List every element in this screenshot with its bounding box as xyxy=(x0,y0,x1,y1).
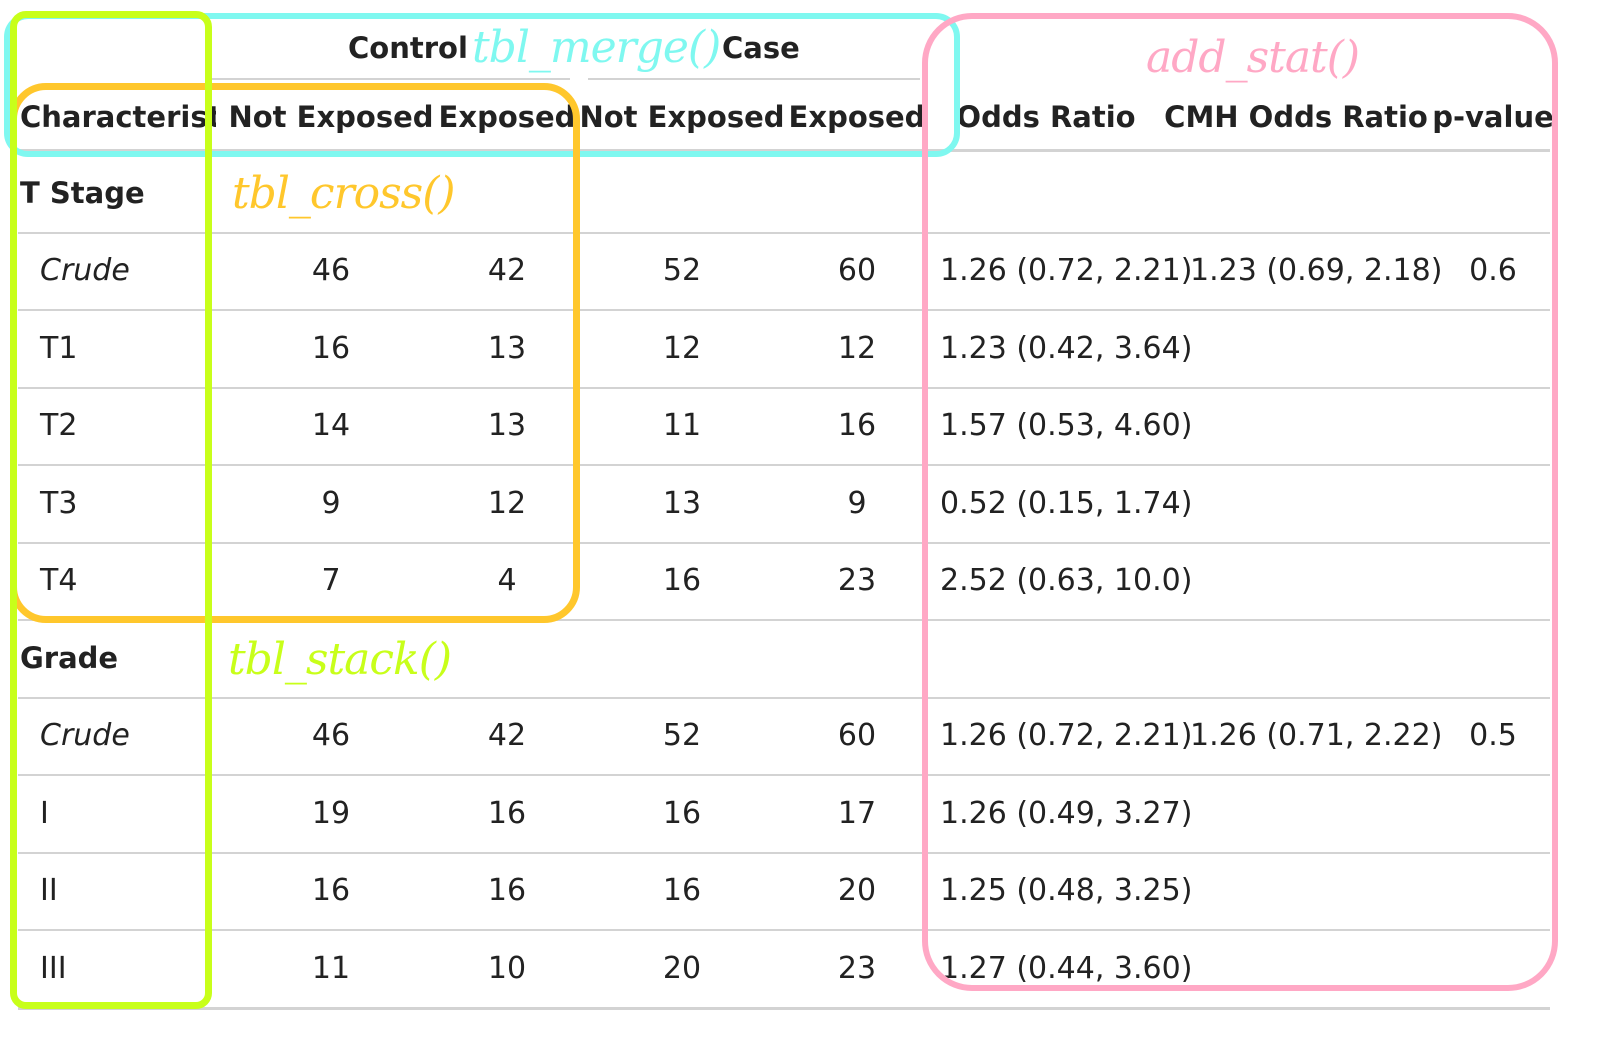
cell-case-exposed: 16 xyxy=(837,408,877,444)
tbl-merge-label: tbl_merge() xyxy=(472,22,721,73)
row-label: Crude xyxy=(40,718,130,754)
spanner-control: Control xyxy=(348,31,468,65)
cell-case-not-exposed: 12 xyxy=(662,330,702,366)
cell-control-not-exposed: 14 xyxy=(311,408,351,444)
cell-case-exposed: 9 xyxy=(847,485,867,521)
cell-control-exposed: 42 xyxy=(487,253,527,289)
col-header-odds-ratio: Odds Ratio xyxy=(956,100,1136,134)
row-divider xyxy=(18,619,1550,621)
col-header-case-exposed: Exposed xyxy=(788,100,926,134)
row-divider xyxy=(18,1006,1550,1010)
cell-control-exposed: 12 xyxy=(487,485,527,521)
cell-odds-ratio: 1.26 (0.49, 3.27) xyxy=(940,795,1193,831)
tbl-cross-label: tbl_cross() xyxy=(232,168,456,219)
row-label: T1 xyxy=(40,330,78,366)
cell-p-value: 0.6 xyxy=(1469,253,1517,289)
row-divider xyxy=(18,464,1550,466)
cell-control-exposed: 42 xyxy=(487,718,527,754)
cell-cmh-odds-ratio: 1.26 (0.71, 2.22) xyxy=(1190,718,1443,754)
cell-control-exposed: 13 xyxy=(487,330,527,366)
cell-p-value: 0.5 xyxy=(1469,718,1517,754)
spanner-control-underline xyxy=(212,78,570,80)
row-divider xyxy=(18,541,1550,544)
cell-case-exposed: 12 xyxy=(837,330,877,366)
row-label: T3 xyxy=(40,485,78,521)
row-divider xyxy=(18,929,1550,931)
cell-case-not-exposed: 16 xyxy=(662,873,702,909)
add-stat-box xyxy=(922,13,1558,991)
row-label: II xyxy=(40,873,58,909)
cell-case-exposed: 17 xyxy=(837,795,877,831)
add-stat-label: add_stat() xyxy=(1146,32,1360,83)
cell-case-not-exposed: 16 xyxy=(662,795,702,831)
col-header-case-not-exposed: Not Exposed xyxy=(579,100,785,134)
row-label: T4 xyxy=(40,563,78,599)
cell-case-exposed: 23 xyxy=(837,563,877,599)
row-label: Crude xyxy=(40,253,130,289)
cell-case-not-exposed: 11 xyxy=(662,408,702,444)
row-label: I xyxy=(40,795,49,831)
row-divider xyxy=(18,696,1550,699)
cell-odds-ratio: 1.27 (0.44, 3.60) xyxy=(940,950,1193,986)
tbl-stack-box xyxy=(10,11,212,1009)
spanner-case-underline xyxy=(588,78,920,80)
cell-control-not-exposed: 46 xyxy=(311,718,351,754)
row-label: III xyxy=(40,950,67,986)
cell-case-not-exposed: 20 xyxy=(662,950,702,986)
cell-odds-ratio: 1.57 (0.53, 4.60) xyxy=(940,408,1193,444)
cell-control-not-exposed: 7 xyxy=(321,563,341,599)
cell-control-exposed: 16 xyxy=(487,795,527,831)
cell-control-exposed: 4 xyxy=(497,563,517,599)
cell-control-exposed: 10 xyxy=(487,950,527,986)
cell-control-not-exposed: 9 xyxy=(321,485,341,521)
row-divider xyxy=(18,149,1550,152)
row-divider xyxy=(18,231,1550,234)
cell-case-not-exposed: 52 xyxy=(662,718,702,754)
row-divider xyxy=(18,386,1550,389)
cell-case-not-exposed: 13 xyxy=(662,485,702,521)
cell-control-not-exposed: 16 xyxy=(311,330,351,366)
cell-odds-ratio: 1.26 (0.72, 2.21) xyxy=(940,253,1193,289)
tbl-stack-label: tbl_stack() xyxy=(228,634,452,685)
group-label: T Stage xyxy=(20,175,145,210)
row-label: T2 xyxy=(40,408,78,444)
cell-control-not-exposed: 11 xyxy=(311,950,351,986)
tbl-merge-box xyxy=(4,13,960,157)
cell-case-exposed: 20 xyxy=(837,873,877,909)
col-header-characteristic: Characteristi xyxy=(20,103,216,132)
cell-odds-ratio: 1.26 (0.72, 2.21) xyxy=(940,718,1193,754)
col-header-cmh-odds-ratio: CMH Odds Ratio xyxy=(1164,100,1428,134)
cell-odds-ratio: 2.52 (0.63, 10.0) xyxy=(940,563,1193,599)
row-divider xyxy=(18,309,1550,311)
col-header-p-value: p-value xyxy=(1432,100,1554,134)
cell-odds-ratio: 0.52 (0.15, 1.74) xyxy=(940,485,1193,521)
cell-cmh-odds-ratio: 1.23 (0.69, 2.18) xyxy=(1190,253,1443,289)
group-label: Grade xyxy=(20,640,119,675)
row-divider xyxy=(18,774,1550,776)
col-header-control-not-exposed: Not Exposed xyxy=(228,100,434,134)
cell-control-exposed: 16 xyxy=(487,873,527,909)
cell-odds-ratio: 1.25 (0.48, 3.25) xyxy=(940,873,1193,909)
cell-case-exposed: 60 xyxy=(837,718,877,754)
spanner-case: Case xyxy=(722,31,800,65)
cell-control-not-exposed: 16 xyxy=(311,873,351,909)
cell-control-not-exposed: 19 xyxy=(311,795,351,831)
cell-odds-ratio: 1.23 (0.42, 3.64) xyxy=(940,330,1193,366)
row-divider xyxy=(18,851,1550,854)
cell-case-exposed: 60 xyxy=(837,253,877,289)
cell-control-exposed: 13 xyxy=(487,408,527,444)
cell-case-not-exposed: 16 xyxy=(662,563,702,599)
cell-case-not-exposed: 52 xyxy=(662,253,702,289)
cell-case-exposed: 23 xyxy=(837,950,877,986)
cell-control-not-exposed: 46 xyxy=(311,253,351,289)
